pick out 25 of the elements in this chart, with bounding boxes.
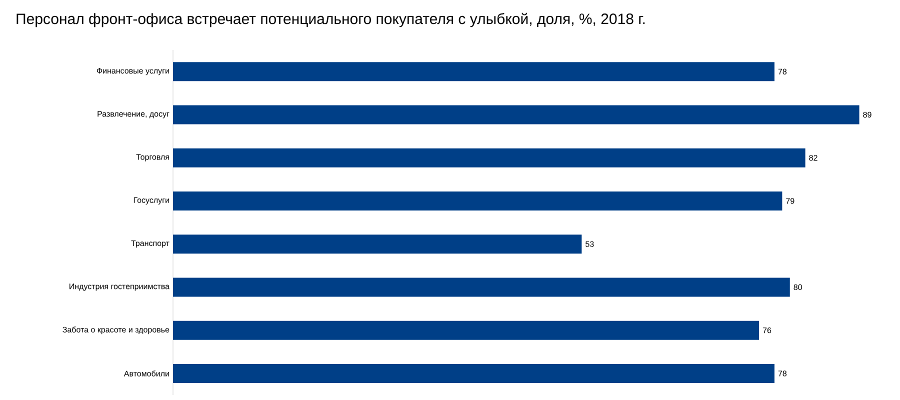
bar bbox=[173, 364, 774, 383]
data-label: 78 bbox=[778, 68, 787, 74]
y-tick-label: Индустрия гостеприимства bbox=[70, 284, 170, 291]
data-label: 78 bbox=[778, 370, 787, 376]
bar bbox=[173, 320, 760, 340]
bar bbox=[173, 148, 806, 168]
data-label: 53 bbox=[586, 241, 594, 247]
bar bbox=[173, 191, 782, 210]
data-label: 80 bbox=[794, 284, 802, 290]
y-tick-label: Транспорт bbox=[131, 240, 170, 248]
bar bbox=[173, 62, 774, 82]
y-tick-label: Торговля bbox=[136, 154, 169, 162]
y-tick-label: Госуслуги bbox=[134, 197, 169, 205]
y-tick-label: Финансовые услуги bbox=[96, 68, 169, 76]
y-tick-label: Автомобили bbox=[124, 370, 169, 376]
chart-title: Персонал фронт-офиса встречает потенциального покупателя с улыбкой, доля, %, 2018 г. bbox=[16, 12, 645, 28]
bar bbox=[173, 234, 582, 254]
data-label: 79 bbox=[786, 198, 794, 204]
bar bbox=[173, 105, 860, 124]
data-label: 89 bbox=[863, 112, 872, 118]
y-tick-label: Забота о красоте и здоровье bbox=[62, 326, 170, 334]
bar bbox=[173, 278, 790, 297]
y-tick-label: Развлечение, досуг bbox=[98, 111, 170, 118]
data-label: 82 bbox=[809, 154, 818, 161]
data-label: 76 bbox=[762, 327, 772, 334]
